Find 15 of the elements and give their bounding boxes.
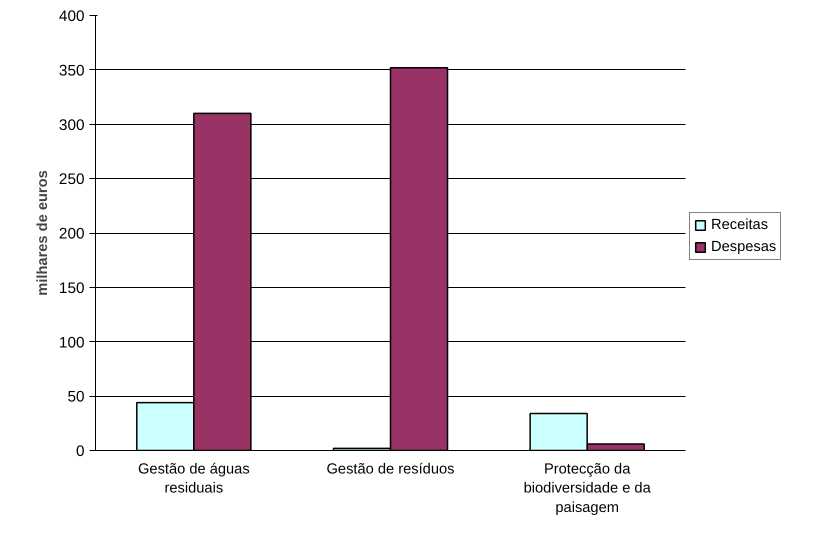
y-tick-label: 100 [58, 334, 85, 352]
y-axis-title: milhares de euros [34, 170, 51, 296]
y-tick-label: 300 [58, 116, 85, 134]
y-tick-label: 200 [58, 226, 85, 242]
x-tick-label: Protecção da biodiversidade e da paisagem [524, 462, 652, 516]
legend-label: Despesas [711, 239, 776, 255]
x-tick-label: Gestão de águas residuais [138, 462, 250, 497]
y-tick-label: 400 [58, 8, 85, 25]
y-tick-label: 150 [58, 280, 85, 297]
legend-label: Receitas [711, 217, 768, 233]
y-tick-label: 0 [76, 443, 85, 460]
y-tick-label: 350 [58, 62, 85, 80]
y-tick-label: 250 [58, 171, 85, 188]
x-tick-label: Gestão de resíduos [326, 462, 454, 478]
y-tick-label: 50 [67, 388, 85, 406]
